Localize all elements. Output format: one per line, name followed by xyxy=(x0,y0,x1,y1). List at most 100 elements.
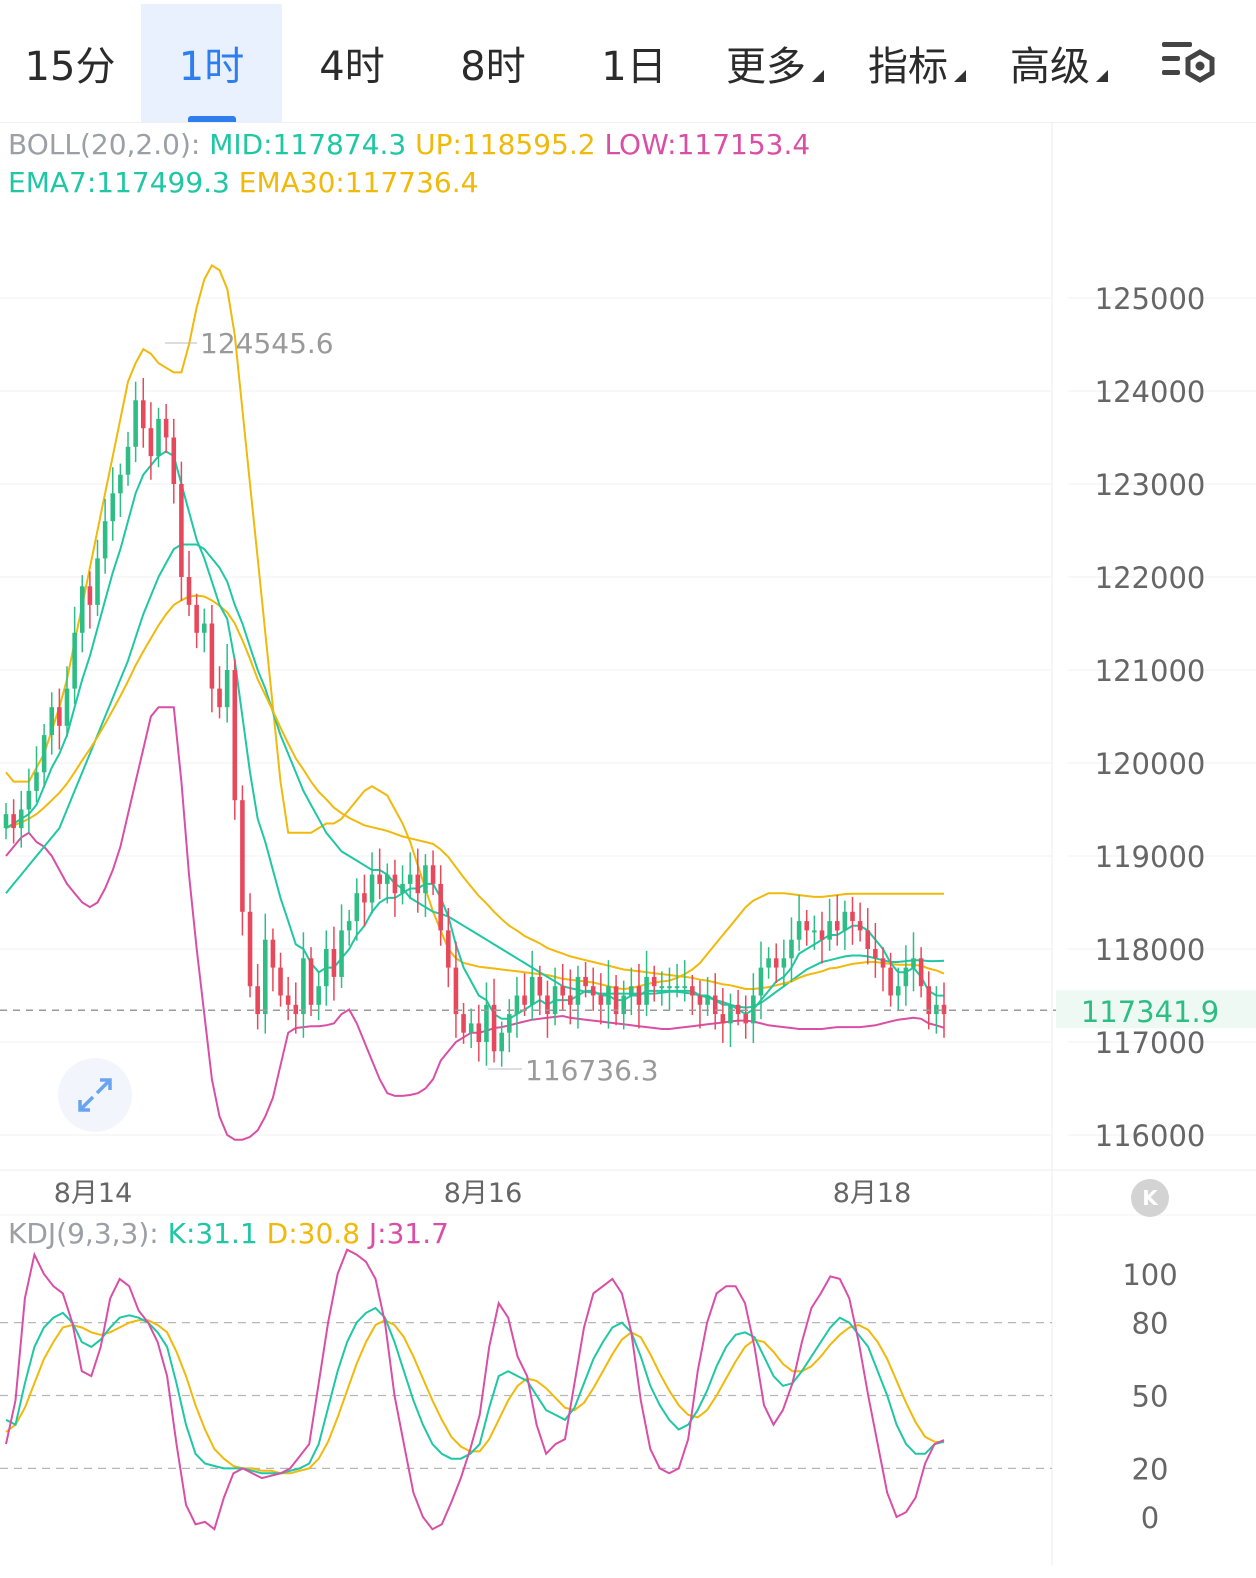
max-price-label: 124545.6 xyxy=(200,327,334,360)
candle-body xyxy=(453,967,459,1015)
kdj-y-tick-label: 100 xyxy=(1122,1258,1177,1292)
candle-body xyxy=(941,1004,947,1015)
kdj-j-value: J:31.7 xyxy=(368,1217,449,1250)
candle-body xyxy=(34,772,39,791)
candle-body xyxy=(110,493,116,522)
candle-body xyxy=(285,995,291,1005)
candle-body xyxy=(278,967,283,996)
candle-body xyxy=(545,995,550,1015)
current-price-label: 117341.9 xyxy=(1081,995,1219,1029)
candle-body xyxy=(522,995,527,1005)
tab-15m[interactable]: 15分 xyxy=(0,4,140,122)
candle-body xyxy=(125,446,131,475)
chart-settings-icon[interactable] xyxy=(1160,38,1220,92)
candle-body xyxy=(751,995,756,1024)
candle-body xyxy=(308,958,314,1005)
tab-advanced-dropdown[interactable]: 高级 xyxy=(988,4,1130,122)
candle-body xyxy=(461,1014,466,1033)
candle-body xyxy=(468,1023,474,1033)
y-tick-label: 116000 xyxy=(1095,1119,1206,1153)
candle-body xyxy=(354,893,360,922)
candle-body xyxy=(324,949,329,987)
x-tick-label: 8月16 xyxy=(444,1178,523,1209)
candle-body xyxy=(873,949,878,959)
candle-body xyxy=(560,986,565,996)
tab-more-dropdown[interactable]: 更多 xyxy=(704,4,846,122)
expand-icon xyxy=(78,1078,112,1112)
expand-chart-button[interactable] xyxy=(58,1058,132,1132)
tab-4h[interactable]: 4时 xyxy=(282,4,422,122)
candle-body xyxy=(156,418,161,457)
tab-1d[interactable]: 1日 xyxy=(564,4,704,122)
candle-body xyxy=(895,986,901,996)
kdj-j-line xyxy=(5,1248,945,1531)
candle-body xyxy=(484,1004,489,1042)
candle-body xyxy=(415,874,421,894)
candle-body xyxy=(95,558,100,605)
tab-1h[interactable]: 1时 xyxy=(141,4,282,122)
candle-body xyxy=(148,428,154,457)
candle-body xyxy=(171,437,177,484)
candle-body xyxy=(255,986,260,1015)
ema7-line xyxy=(5,450,945,1020)
boll-mid-line xyxy=(5,543,945,1009)
candle-body xyxy=(659,986,665,989)
y-tick-label: 118000 xyxy=(1095,933,1206,967)
candle-body xyxy=(773,958,779,968)
candle-body xyxy=(385,874,390,884)
candle-body xyxy=(934,1004,939,1015)
candle-body xyxy=(842,911,848,931)
candle-body xyxy=(918,958,924,987)
kdj-k-line xyxy=(5,1306,945,1475)
tab-indicators-dropdown[interactable]: 指标 xyxy=(846,4,988,122)
candle-body xyxy=(667,986,672,989)
candle-body xyxy=(3,814,9,829)
candle-body xyxy=(499,1032,504,1052)
tab-8h[interactable]: 8时 xyxy=(422,4,564,122)
candle-body xyxy=(644,976,649,1005)
candle-body xyxy=(903,967,909,987)
kdj-y-tick-label: 80 xyxy=(1132,1307,1169,1341)
x-tick-label: 8月14 xyxy=(54,1178,133,1209)
candle-body xyxy=(850,911,855,922)
y-tick-label: 123000 xyxy=(1095,468,1206,502)
candle-body xyxy=(926,986,932,1015)
candle-body xyxy=(247,911,253,987)
kdj-legend: KDJ(9,3,3): K:31.1 D:30.8 J:31.7 xyxy=(8,1217,449,1250)
kdj-y-tick-label: 20 xyxy=(1132,1452,1169,1486)
y-tick-label: 122000 xyxy=(1095,561,1206,595)
candle-body xyxy=(72,632,77,689)
candle-body xyxy=(758,967,764,996)
candle-body xyxy=(41,735,47,773)
candle-body xyxy=(629,986,634,996)
candle-body xyxy=(407,874,413,884)
tab-label: 更多 xyxy=(726,44,806,90)
boll-legend-name: BOLL(20,2.0): xyxy=(8,128,201,161)
kdj-d-line xyxy=(5,1319,945,1475)
boll-legend: BOLL(20,2.0): MID:117874.3 UP:118595.2 L… xyxy=(8,128,810,161)
candle-body xyxy=(331,949,337,977)
tab-label: 8时 xyxy=(460,44,526,90)
y-tick-label: 117000 xyxy=(1095,1026,1206,1060)
candle-body xyxy=(26,790,32,810)
candle-body xyxy=(430,865,436,884)
ema-legend: EMA7:117499.3 EMA30:117736.4 xyxy=(8,166,478,199)
candle-body xyxy=(621,995,626,1015)
candle-body xyxy=(201,623,207,633)
ema7-value: EMA7:117499.3 xyxy=(8,166,230,199)
boll-up-value: UP:118595.2 xyxy=(415,128,596,161)
k-badge-icon[interactable]: K xyxy=(1131,1179,1169,1217)
active-tab-indicator xyxy=(187,116,236,122)
candle-body xyxy=(865,930,871,949)
candle-body xyxy=(232,670,238,801)
candle-body xyxy=(316,986,321,1005)
candle-body xyxy=(18,809,24,829)
y-tick-label: 121000 xyxy=(1095,654,1206,688)
candle-body xyxy=(163,418,169,438)
candle-body xyxy=(346,921,352,931)
kdj-k-value: K:31.1 xyxy=(167,1217,258,1250)
candle-body xyxy=(735,1004,741,1015)
candle-body xyxy=(789,939,794,959)
boll-mid-value: MID:117874.3 xyxy=(209,128,407,161)
